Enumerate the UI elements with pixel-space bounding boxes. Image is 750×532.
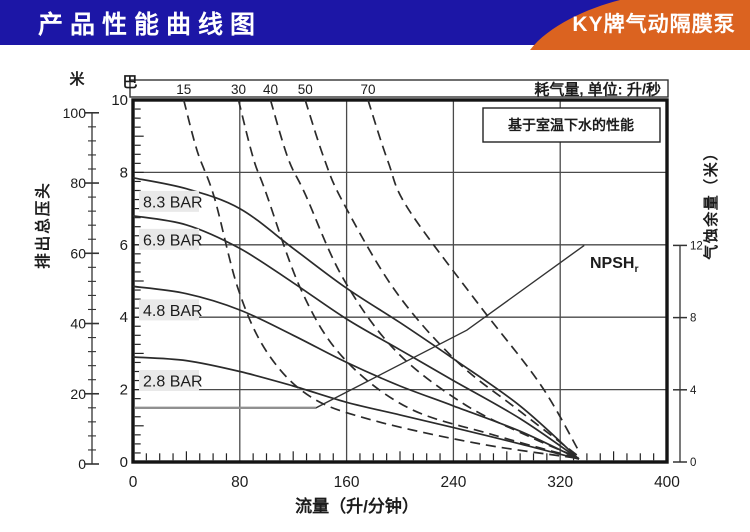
unit-label-meters: 米 bbox=[69, 70, 85, 88]
air-curve bbox=[304, 99, 580, 458]
bar-tick-label: 6 bbox=[120, 237, 128, 254]
bar-tick-label: 4 bbox=[120, 309, 128, 326]
npsh-label-sub: r bbox=[634, 263, 638, 275]
curve-label: 4.8 BAR bbox=[143, 303, 203, 320]
npsh-tick-label: 12 bbox=[690, 240, 703, 252]
air-curve bbox=[367, 99, 580, 452]
note-box-text: 基于室温下水的性能 bbox=[508, 117, 634, 133]
npsh-label-main: NPSH bbox=[590, 255, 634, 272]
top-axis-title: 耗气量, 单位: 升/秒 bbox=[534, 81, 661, 99]
page-title: 产品性能曲线图 bbox=[38, 10, 263, 39]
flow-tick-label: 0 bbox=[129, 474, 138, 491]
plot-frame bbox=[131, 98, 669, 464]
curve-label: 2.8 BAR bbox=[143, 374, 203, 391]
bar-tick-label: 8 bbox=[120, 164, 128, 181]
ribbon-shape bbox=[530, 0, 750, 50]
meters-tick-label: 0 bbox=[78, 456, 86, 472]
npsh-tick-label: 0 bbox=[690, 457, 696, 469]
pressure-curve bbox=[132, 176, 580, 460]
air-tick-label: 70 bbox=[360, 82, 375, 97]
curve-label-bg bbox=[139, 370, 199, 392]
flow-tick-label: 160 bbox=[334, 474, 360, 491]
top-axis-box bbox=[129, 79, 669, 98]
meters-tick-label: 80 bbox=[70, 175, 86, 191]
bar-tick-label: 10 bbox=[111, 92, 128, 109]
air-tick-label: 40 bbox=[263, 82, 278, 97]
meters-tick-label: 100 bbox=[63, 105, 87, 121]
meters-tick-label: 60 bbox=[70, 245, 86, 261]
meters-tick-label: 20 bbox=[70, 386, 86, 402]
flow-tick-label: 320 bbox=[547, 474, 573, 491]
flow-tick-label: 80 bbox=[231, 474, 249, 491]
note-box-frame bbox=[482, 107, 661, 143]
meters-tick-label: 40 bbox=[70, 316, 86, 332]
air-tick-label: 15 bbox=[176, 82, 191, 97]
ribbon-label: KY牌气动隔膜泵 bbox=[572, 12, 735, 36]
bar-tick-label: 2 bbox=[120, 382, 128, 399]
left-axis-title: 排出总压头 bbox=[33, 181, 52, 269]
curve-label-bg bbox=[139, 299, 199, 321]
npsh-tick-label: 8 bbox=[690, 313, 696, 325]
npsh-tick-label: 4 bbox=[690, 385, 697, 397]
air-tick-label: 30 bbox=[231, 82, 246, 97]
unit-label-bar: 巴 bbox=[122, 74, 137, 91]
air-curve bbox=[182, 99, 580, 460]
npsh-label: NPSHr bbox=[590, 255, 639, 275]
bar-tick-label: 0 bbox=[120, 454, 128, 471]
air-curve bbox=[269, 99, 580, 459]
pressure-curve bbox=[132, 356, 580, 460]
right-axis-title: 气蚀余量（米） bbox=[702, 144, 720, 261]
pressure-curve bbox=[132, 214, 580, 460]
curve-label: 6.9 BAR bbox=[143, 232, 203, 249]
curve-label-bg bbox=[139, 228, 199, 250]
brand-ribbon: KY牌气动隔膜泵 bbox=[530, 0, 750, 50]
curve-label: 8.3 BAR bbox=[143, 194, 203, 211]
flow-tick-label: 400 bbox=[654, 474, 680, 491]
curve-label-bg bbox=[139, 190, 199, 212]
air-tick-label: 50 bbox=[298, 82, 313, 97]
air-curve bbox=[237, 99, 580, 460]
pressure-curve bbox=[132, 285, 580, 460]
note-box: 基于室温下水的性能 bbox=[482, 107, 661, 143]
flow-tick-label: 240 bbox=[440, 474, 466, 491]
bottom-axis-title: 流量（升/分钟） bbox=[295, 496, 419, 516]
